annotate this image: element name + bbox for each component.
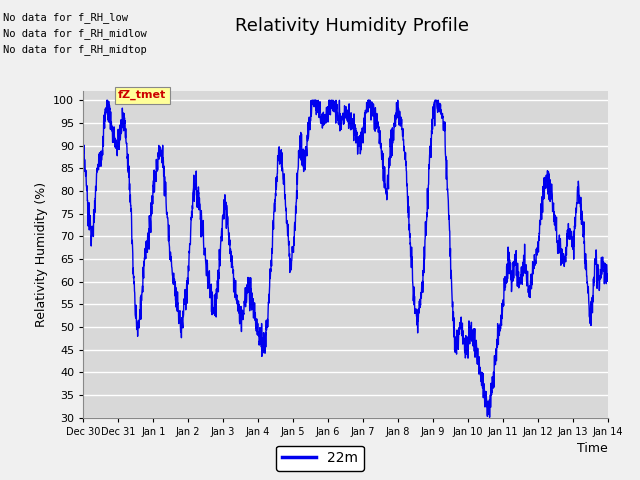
Text: No data for f_RH_midtop: No data for f_RH_midtop — [3, 44, 147, 55]
Y-axis label: Relativity Humidity (%): Relativity Humidity (%) — [35, 182, 47, 327]
Legend: 22m: 22m — [276, 445, 364, 471]
Text: No data for f_RH_midlow: No data for f_RH_midlow — [3, 28, 147, 39]
X-axis label: Time: Time — [577, 442, 608, 455]
Text: No data for f_RH_low: No data for f_RH_low — [3, 12, 128, 23]
Text: fZ_tmet: fZ_tmet — [118, 90, 166, 100]
Text: Relativity Humidity Profile: Relativity Humidity Profile — [235, 17, 469, 35]
